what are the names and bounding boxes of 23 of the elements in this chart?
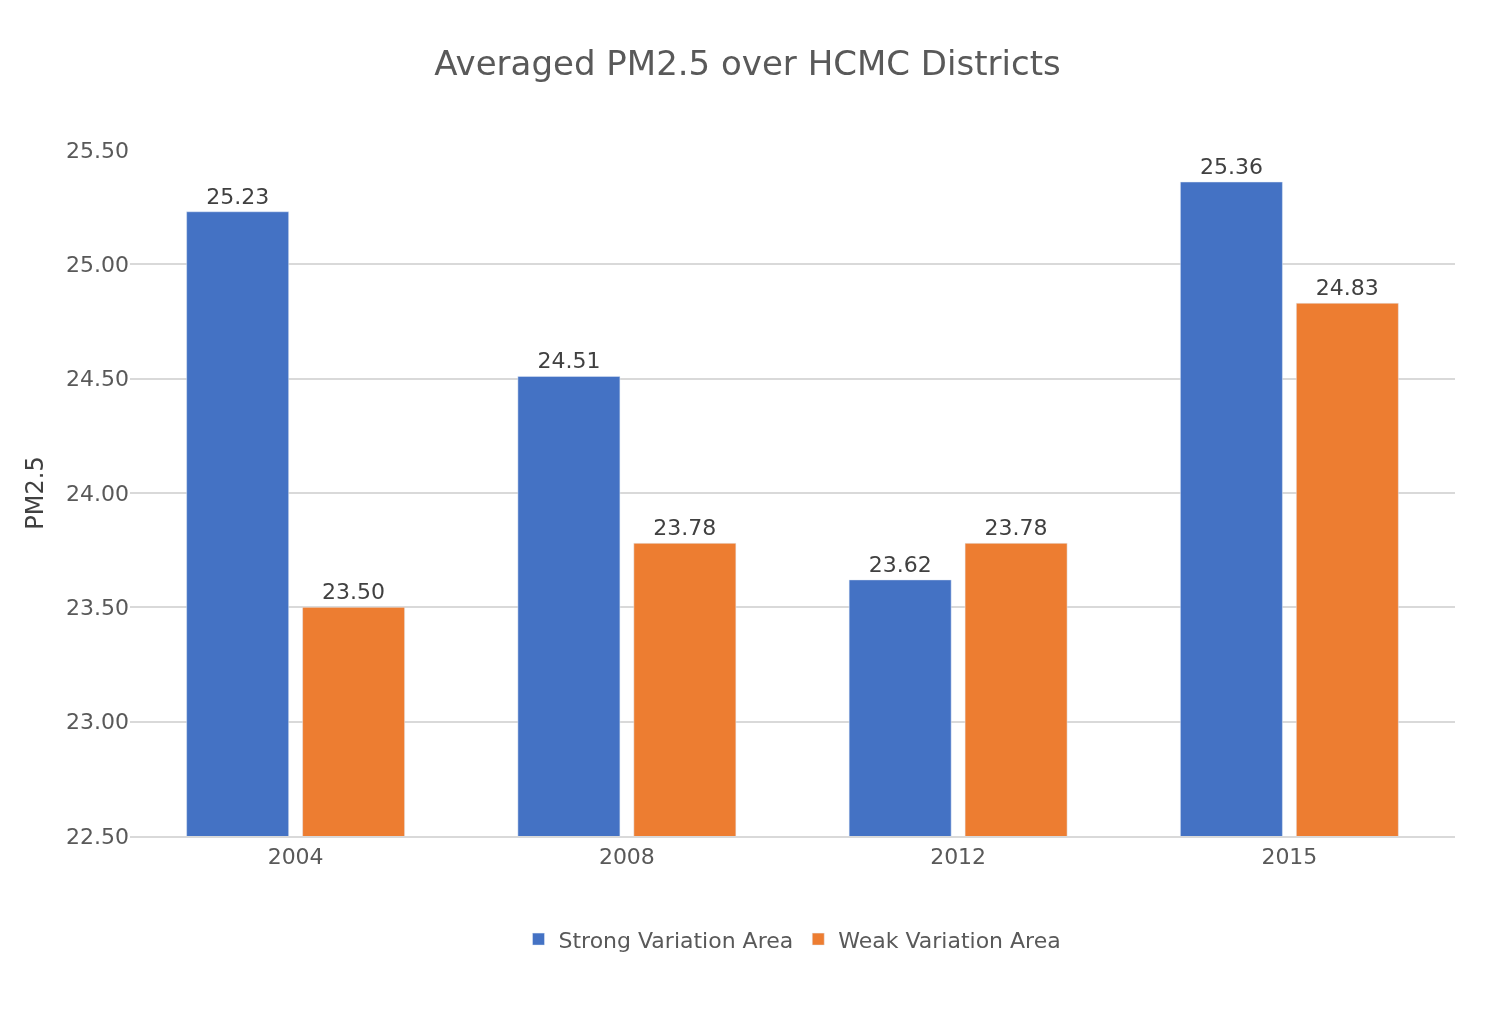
legend-label: Weak Variation Area [838,927,1061,953]
y-tick-label: 23.00 [66,709,129,735]
y-tick-label: 22.50 [66,823,129,849]
x-tick-label: 2004 [267,844,324,870]
chart-title: Averaged PM2.5 over HCMC Districts [434,43,1061,84]
data-label: 23.50 [322,579,386,605]
data-label: 25.23 [206,183,270,209]
y-tick-label: 24.50 [66,366,129,392]
data-label: 23.78 [984,515,1048,541]
x-tick-label: 2012 [930,844,987,870]
legend-label: Strong Variation Area [558,927,794,953]
data-label: 23.62 [868,551,932,577]
data-label: 25.36 [1199,154,1263,180]
x-tick-label: 2015 [1261,844,1318,870]
y-axis-title: PM2.5 [21,456,50,530]
x-tick-label: 2008 [598,844,655,870]
data-label: 24.51 [537,348,601,374]
y-tick-label: 23.50 [66,595,129,621]
y-tick-label: 25.00 [66,252,129,278]
y-tick-label: 24.00 [66,480,129,506]
y-tick-label: 25.50 [66,137,129,163]
data-label: 23.78 [653,515,717,541]
data-label: 24.83 [1315,275,1379,301]
